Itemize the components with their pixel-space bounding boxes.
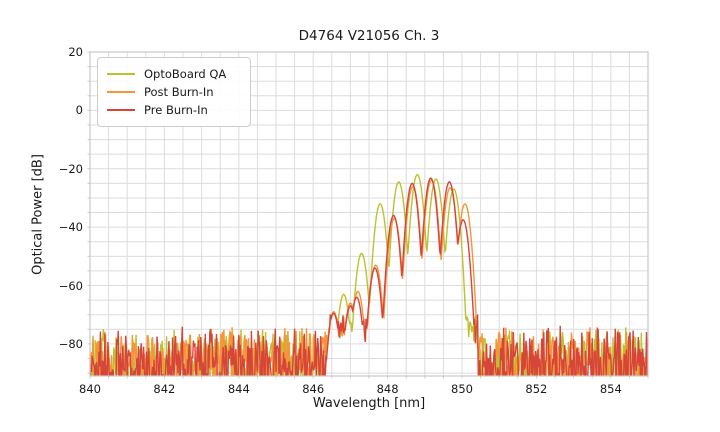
x-tick-label: 850 bbox=[451, 382, 473, 396]
y-tick-label: −40 bbox=[58, 220, 83, 235]
legend-line-sample bbox=[107, 109, 135, 111]
legend-line-sample bbox=[107, 73, 135, 75]
x-tick-label: 844 bbox=[227, 382, 250, 396]
y-tick-label: −60 bbox=[58, 278, 83, 293]
legend-label: Post Burn-In bbox=[144, 85, 214, 99]
legend: OptoBoard QA Post Burn-In Pre Burn-In bbox=[97, 57, 251, 127]
legend-label: OptoBoard QA bbox=[144, 67, 227, 81]
x-tick-label: 848 bbox=[376, 382, 399, 396]
y-tick-label: 20 bbox=[68, 45, 83, 59]
y-tick-label: 0 bbox=[75, 103, 83, 118]
legend-item-post-burn-in: Post Burn-In bbox=[107, 83, 240, 101]
gridlines bbox=[89, 51, 649, 376]
y-tick-label: −20 bbox=[58, 161, 83, 176]
x-tick-label: 842 bbox=[153, 382, 176, 396]
legend-item-optoboard-qa: OptoBoard QA bbox=[107, 65, 240, 83]
legend-line-sample bbox=[107, 91, 135, 93]
x-tick-label: 854 bbox=[599, 382, 622, 396]
plot-border bbox=[89, 51, 649, 377]
y-tick-label: −80 bbox=[58, 336, 83, 351]
x-tick-label: 852 bbox=[525, 382, 548, 396]
chart-title: D4764 V21056 Ch. 3 bbox=[298, 28, 440, 44]
legend-label: Pre Burn-In bbox=[144, 103, 208, 117]
legend-item-pre-burn-in: Pre Burn-In bbox=[107, 101, 240, 119]
x-tick-label: 840 bbox=[79, 382, 101, 396]
x-tick-label: 846 bbox=[302, 382, 325, 396]
x-axis-label: Wavelength [nm] bbox=[312, 396, 426, 411]
